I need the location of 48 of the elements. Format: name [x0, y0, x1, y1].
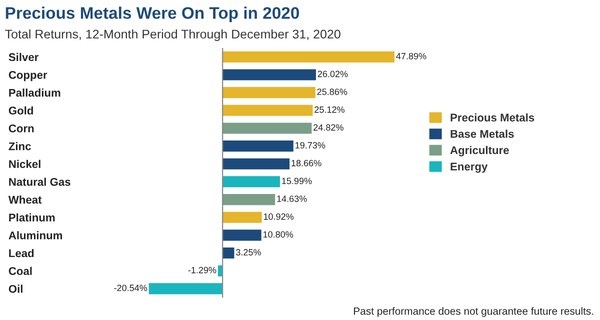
chart-subtitle: Total Returns, 12-Month Period Through December 31, 2020 [5, 29, 340, 42]
y-tick-label: Copper [8, 71, 48, 82]
bar [222, 104, 313, 116]
y-tick-label: Oil [8, 284, 22, 293]
bar [222, 87, 316, 98]
bar [222, 212, 262, 223]
legend-label: Precious Metals [450, 113, 534, 122]
y-tick-label: Zinc [8, 142, 31, 150]
y-tick-label: Nickel [9, 160, 40, 168]
data-label: 25.86% [317, 88, 348, 95]
y-tick-label: Platinum [9, 213, 55, 222]
bar [222, 230, 262, 241]
bar [222, 69, 316, 80]
legend-label: Energy [450, 162, 488, 173]
y-tick-label: Silver [8, 52, 38, 62]
y-tick-label: Natural Gas [9, 178, 70, 186]
data-label: 47.89% [396, 52, 426, 60]
y-tick-label: Coal [8, 266, 32, 275]
text: Past performance does not guarantee future results. [354, 307, 594, 317]
bar [148, 283, 223, 294]
legend-label: Base Metals [450, 130, 514, 138]
data-label: -20.54% [114, 284, 148, 292]
bar [222, 122, 312, 134]
y-tick-label: Wheat [8, 196, 42, 204]
data-label: -1.29% [188, 266, 216, 274]
bar [222, 158, 290, 170]
data-label: 10.80% [263, 231, 294, 238]
y-tick-label: Lead [9, 249, 34, 258]
data-label: 19.73% [296, 142, 326, 148]
bar [222, 51, 394, 62]
bar [222, 176, 280, 188]
y-tick-label: Gold [8, 106, 33, 115]
y-tick-label: Palladium [9, 88, 60, 97]
data-label: 14.63% [277, 196, 307, 202]
data-label: 15.99% [282, 178, 312, 184]
legend-label: Agriculture [450, 146, 509, 156]
bar [222, 248, 234, 259]
data-label: 10.92% [264, 213, 294, 220]
y-tick-label: Corn [8, 124, 34, 132]
data-label: 26.02% [318, 70, 348, 78]
data-label: 18.66% [292, 160, 322, 166]
data-label: 25.12% [314, 106, 344, 113]
bar [222, 194, 276, 206]
chart-title: Precious Metals Were On Top in 2020 [6, 6, 299, 22]
data-label: 24.82% [314, 124, 344, 131]
bar [222, 140, 294, 152]
y-tick-label: Aluminum [8, 231, 62, 240]
data-label: 3.25% [236, 249, 261, 256]
